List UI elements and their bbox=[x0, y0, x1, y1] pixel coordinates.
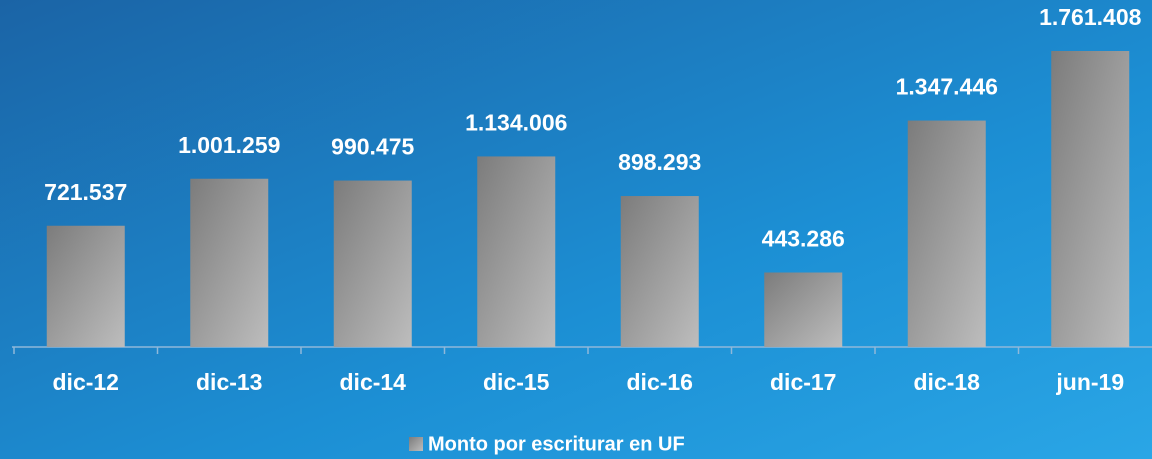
legend-swatch bbox=[409, 437, 423, 451]
x-tick-label: jun-19 bbox=[1055, 369, 1124, 395]
x-tick-label: dic-12 bbox=[53, 369, 119, 395]
x-tick-label: dic-16 bbox=[627, 369, 693, 395]
bar bbox=[46, 225, 125, 347]
data-label: 1.347.446 bbox=[896, 74, 998, 100]
bar bbox=[620, 196, 699, 347]
bar bbox=[190, 178, 269, 347]
x-tick-label: dic-17 bbox=[770, 369, 836, 395]
data-label: 898.293 bbox=[618, 149, 701, 175]
data-label: 1.001.259 bbox=[178, 132, 280, 158]
bar bbox=[1051, 51, 1130, 347]
legend-label: Monto por escriturar en UF bbox=[428, 433, 685, 455]
data-label: 1.134.006 bbox=[465, 110, 567, 136]
x-tick-label: dic-15 bbox=[483, 369, 550, 395]
data-label: 721.537 bbox=[44, 179, 127, 205]
data-label: 990.475 bbox=[331, 134, 414, 160]
x-tick-label: dic-18 bbox=[914, 369, 981, 395]
data-label: 443.286 bbox=[762, 226, 845, 252]
bar bbox=[907, 120, 986, 347]
bar bbox=[477, 156, 556, 347]
x-tick-label: dic-13 bbox=[196, 369, 262, 395]
bar bbox=[333, 180, 412, 347]
bar bbox=[764, 272, 843, 347]
data-label: 1.761.408 bbox=[1039, 4, 1142, 30]
x-tick-label: dic-14 bbox=[340, 369, 407, 395]
